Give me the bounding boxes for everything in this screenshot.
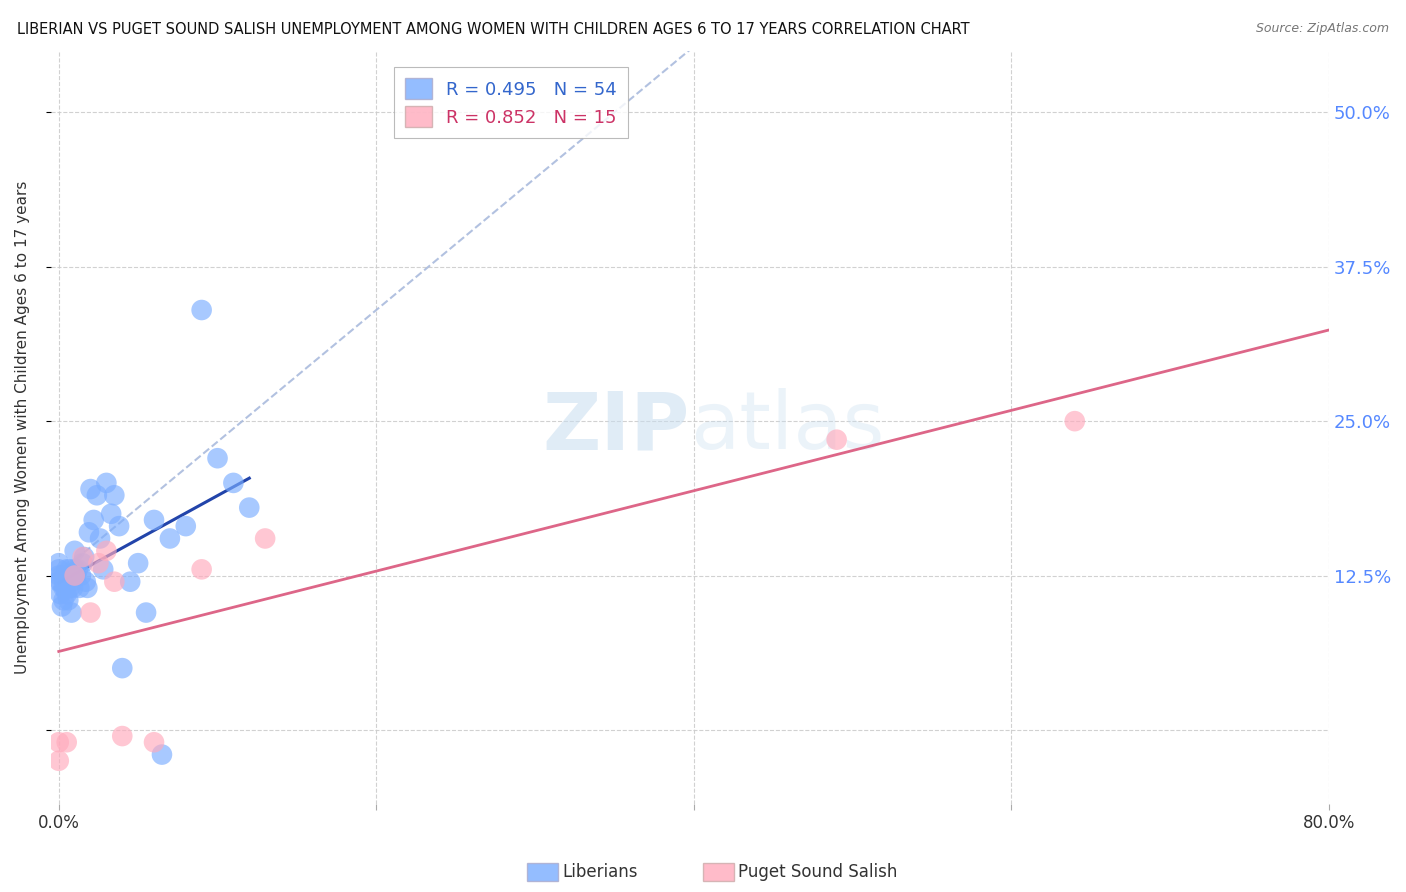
Point bbox=[174, 519, 197, 533]
Point bbox=[86, 488, 108, 502]
Point bbox=[150, 747, 173, 762]
Point bbox=[67, 581, 90, 595]
Point bbox=[66, 562, 89, 576]
Point bbox=[48, 568, 70, 582]
Point bbox=[79, 606, 101, 620]
Point bbox=[72, 556, 94, 570]
Text: atlas: atlas bbox=[690, 388, 884, 467]
Point bbox=[135, 606, 157, 620]
Point bbox=[254, 532, 277, 546]
Point bbox=[63, 568, 86, 582]
Point bbox=[58, 593, 80, 607]
Text: Liberians: Liberians bbox=[562, 863, 638, 881]
Point bbox=[143, 513, 166, 527]
Point bbox=[108, 519, 131, 533]
Point bbox=[48, 562, 70, 576]
Point bbox=[51, 568, 73, 582]
Point bbox=[77, 525, 100, 540]
Point bbox=[48, 735, 70, 749]
Point bbox=[62, 568, 84, 582]
Point bbox=[83, 513, 105, 527]
Point bbox=[60, 574, 83, 589]
Point bbox=[190, 303, 212, 318]
Point bbox=[96, 544, 118, 558]
Point bbox=[52, 581, 75, 595]
Point bbox=[87, 556, 110, 570]
Point bbox=[1063, 414, 1085, 428]
Point bbox=[91, 562, 114, 576]
Legend: R = 0.495   N = 54, R = 0.852   N = 15: R = 0.495 N = 54, R = 0.852 N = 15 bbox=[394, 67, 628, 138]
Point bbox=[58, 568, 80, 582]
Text: Source: ZipAtlas.com: Source: ZipAtlas.com bbox=[1256, 22, 1389, 36]
Point bbox=[73, 549, 96, 564]
Point bbox=[127, 556, 149, 570]
Point bbox=[70, 568, 93, 582]
Point bbox=[222, 475, 245, 490]
Text: ZIP: ZIP bbox=[543, 388, 690, 467]
Point bbox=[238, 500, 260, 515]
Point bbox=[48, 754, 70, 768]
Point bbox=[49, 574, 72, 589]
Point bbox=[63, 562, 86, 576]
Point bbox=[207, 451, 229, 466]
Point bbox=[55, 735, 77, 749]
Point bbox=[60, 606, 83, 620]
Text: LIBERIAN VS PUGET SOUND SALISH UNEMPLOYMENT AMONG WOMEN WITH CHILDREN AGES 6 TO : LIBERIAN VS PUGET SOUND SALISH UNEMPLOYM… bbox=[17, 22, 970, 37]
Point bbox=[190, 562, 212, 576]
Point bbox=[96, 475, 118, 490]
Point bbox=[75, 574, 97, 589]
Point bbox=[53, 581, 76, 595]
Point bbox=[52, 593, 75, 607]
Point bbox=[55, 562, 77, 576]
Text: Puget Sound Salish: Puget Sound Salish bbox=[738, 863, 897, 881]
Point bbox=[48, 556, 70, 570]
Point bbox=[159, 532, 181, 546]
Y-axis label: Unemployment Among Women with Children Ages 6 to 17 years: Unemployment Among Women with Children A… bbox=[15, 181, 30, 674]
Point bbox=[100, 507, 122, 521]
Point bbox=[143, 735, 166, 749]
Point bbox=[51, 599, 73, 614]
Point bbox=[72, 549, 94, 564]
Point bbox=[65, 568, 87, 582]
Point bbox=[62, 581, 84, 595]
Point bbox=[76, 581, 98, 595]
Point bbox=[825, 433, 848, 447]
Point bbox=[48, 574, 70, 589]
Point bbox=[103, 488, 125, 502]
Point bbox=[111, 729, 134, 743]
Point bbox=[79, 482, 101, 496]
Point bbox=[89, 532, 111, 546]
Point bbox=[53, 574, 76, 589]
Point bbox=[49, 587, 72, 601]
Point bbox=[59, 562, 82, 576]
Point bbox=[55, 587, 77, 601]
Point bbox=[63, 544, 86, 558]
Point bbox=[103, 574, 125, 589]
Point bbox=[120, 574, 142, 589]
Point bbox=[111, 661, 134, 675]
Point bbox=[59, 581, 82, 595]
